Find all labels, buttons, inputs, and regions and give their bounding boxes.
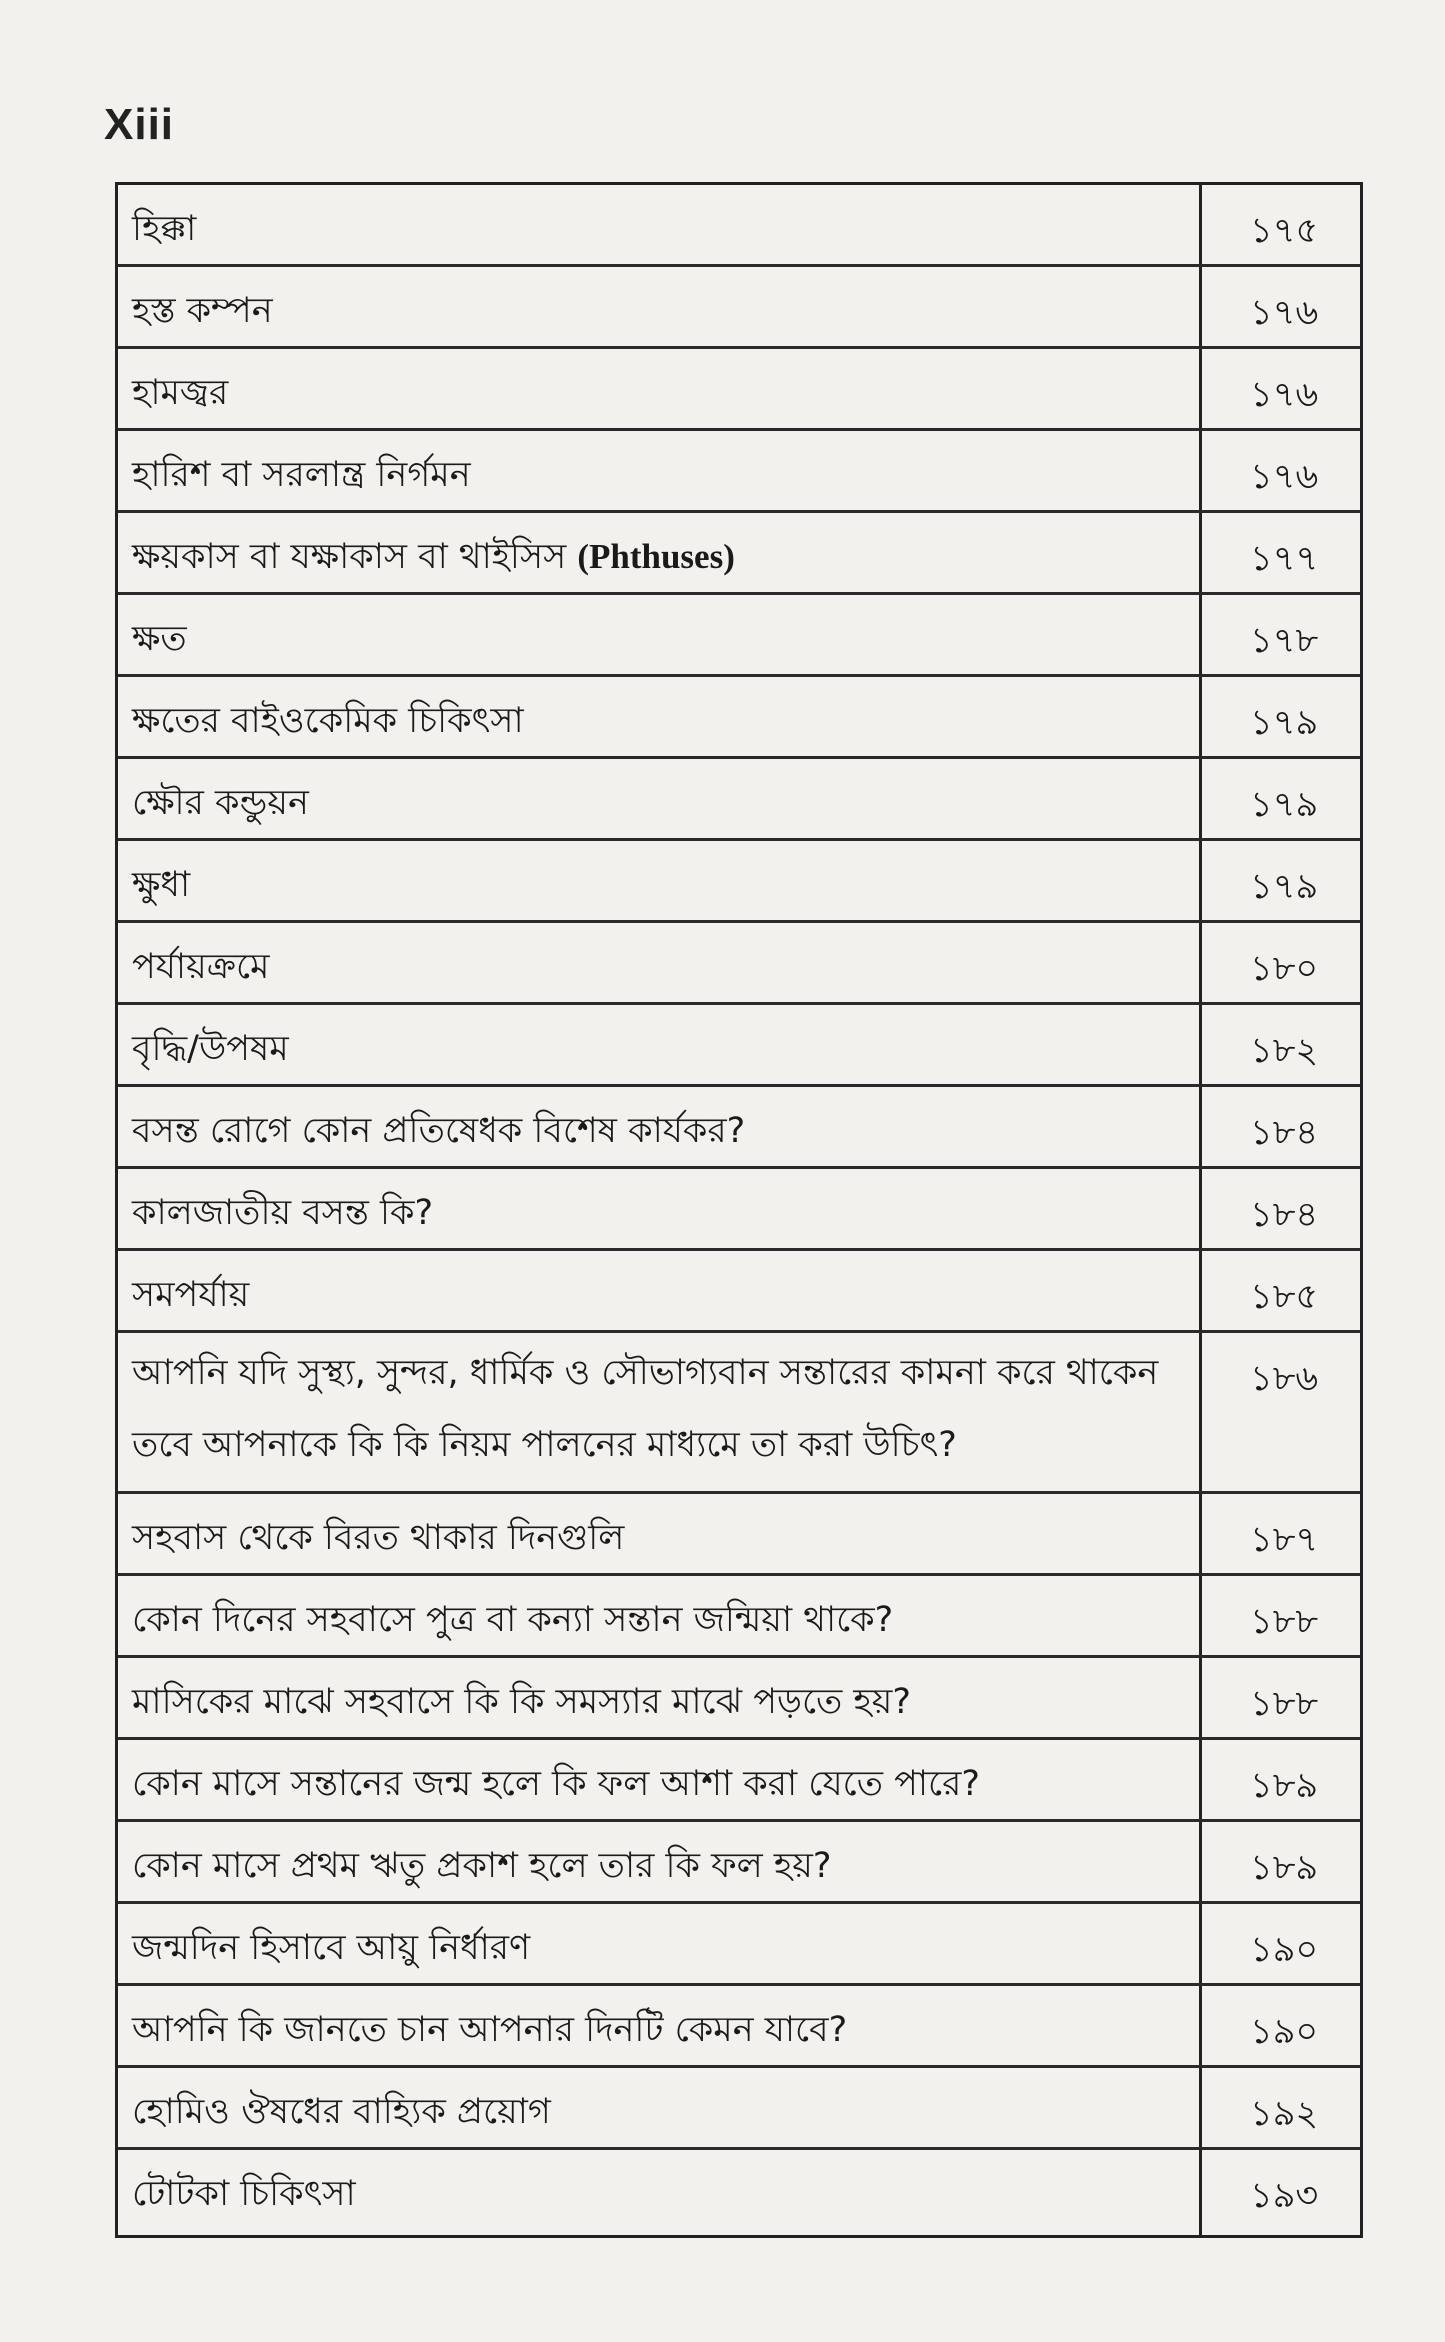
toc-entry-title: ক্ষতের বাইওকেমিক চিকিৎসা [118,677,1202,756]
toc-entry-title: হিক্কা [118,185,1202,264]
toc-entry-title: সমপর্যায় [118,1251,1202,1330]
toc-entry-page: ১৯২ [1250,2094,1319,2134]
toc-entry-title: পর্যায়ক্রমে [118,923,1202,1002]
toc-entry-title: হোমিও ঔষধের বাহ্যিক প্রয়োগ [118,2068,1202,2147]
toc-entry-title: আপনি যদি সুস্থ্য, সুন্দর, ধার্মিক ও সৌভা… [118,1333,1202,1491]
toc-row: ক্ষুধা ১৭৯ [118,841,1360,923]
toc-entry-page: ১৮৪ [1250,1113,1319,1153]
toc-row: আপনি কি জানতে চান আপনার দিনটি কেমন যাবে?… [118,1986,1360,2068]
toc-entry-page: ১৭৮ [1250,621,1319,661]
toc-row: ক্ষতের বাইওকেমিক চিকিৎসা ১৭৯ [118,677,1360,759]
toc-entry-page: ১৭৯ [1250,867,1319,907]
toc-entry-page: ১৮৯ [1250,1766,1319,1806]
toc-row: পর্যায়ক্রমে ১৮০ [118,923,1360,1005]
toc-row: হিক্কা ১৭৫ [118,185,1360,267]
toc-row: টোটকা চিকিৎসা ১৯৩ [118,2150,1360,2235]
toc-row: কোন দিনের সহবাসে পুত্র বা কন্যা সন্তান জ… [118,1576,1360,1658]
toc-row: ক্ষয়কাস বা যক্ষাকাস বা থাইসিস (Phthuses… [118,513,1360,595]
toc-entry-title: হস্ত কম্পন [118,267,1202,346]
toc-entry-title: মাসিকের মাঝে সহবাসে কি কি সমস্যার মাঝে প… [118,1658,1202,1737]
toc-entry-page: ১৭৬ [1250,293,1319,333]
toc-entry-page: ১৮৮ [1250,1684,1319,1724]
toc-row: ক্ষত ১৭৮ [118,595,1360,677]
toc-entry-title: আপনি কি জানতে চান আপনার দিনটি কেমন যাবে? [118,1986,1202,2065]
toc-entry-title: হামজ্বর [118,349,1202,428]
toc-row: কোন মাসে প্রথম ঋতু প্রকাশ হলে তার কি ফল … [118,1822,1360,1904]
toc-entry-page: ১৮২ [1250,1031,1319,1071]
toc-entry-page: ১৯০ [1250,1930,1319,1970]
toc-entry-page: ১৮৮ [1250,1602,1319,1642]
latin-term: (Phthuses) [577,537,735,576]
toc-entry-title: সহবাস থেকে বিরত থাকার দিনগুলি [118,1494,1202,1573]
toc-entry-title: ক্ষৌর কন্ডুয়ন [118,759,1202,838]
toc-row: কোন মাসে সন্তানের জন্ম হলে কি ফল আশা করা… [118,1740,1360,1822]
toc-row: সহবাস থেকে বিরত থাকার দিনগুলি ১৮৭ [118,1494,1360,1576]
toc-entry-title: হারিশ বা সরলান্ত্র নির্গমন [118,431,1202,510]
toc-entry-page: ১৮৪ [1250,1195,1319,1235]
toc-entry-page: ১৮৯ [1250,1848,1319,1888]
toc-entry-page: ১৭৯ [1250,703,1319,743]
toc-row: বৃদ্ধি/উপষম ১৮২ [118,1005,1360,1087]
toc-entry-page: ১৭৬ [1250,375,1319,415]
toc-entry-page: ১৮৭ [1250,1520,1319,1560]
toc-entry-title: কোন মাসে সন্তানের জন্ম হলে কি ফল আশা করা… [118,1740,1202,1819]
toc-row: ক্ষৌর কন্ডুয়ন ১৭৯ [118,759,1360,841]
toc-entry-title: ক্ষুধা [118,841,1202,920]
toc-row: মাসিকের মাঝে সহবাসে কি কি সমস্যার মাঝে প… [118,1658,1360,1740]
toc-entry-page: ১৭৬ [1250,457,1319,497]
toc-entry-title: টোটকা চিকিৎসা [118,2150,1202,2235]
toc-row: সমপর্যায় ১৮৫ [118,1251,1360,1333]
toc-entry-page: ১৯৩ [1250,2176,1319,2216]
toc-row: বসন্ত রোগে কোন প্রতিষেধক বিশেষ কার্যকর? ১… [118,1087,1360,1169]
toc-entry-page: ১৮৫ [1250,1277,1319,1317]
toc-entry-page: ১৯০ [1250,2012,1319,2052]
toc-entry-title: ক্ষত [118,595,1202,674]
toc-entry-title: কোন মাসে প্রথম ঋতু প্রকাশ হলে তার কি ফল … [118,1822,1202,1901]
toc-row: জন্মদিন হিসাবে আয়ু নির্ধারণ ১৯০ [118,1904,1360,1986]
toc-row: হোমিও ঔষধের বাহ্যিক প্রয়োগ ১৯২ [118,2068,1360,2150]
toc-row: কালজাতীয় বসন্ত কি? ১৮৪ [118,1169,1360,1251]
toc-row: হামজ্বর ১৭৬ [118,349,1360,431]
table-of-contents: হিক্কা ১৭৫ হস্ত কম্পন ১৭৬ হামজ্বর ১৭৬ হারিশ বা… [115,182,1363,2238]
toc-entry-title: ক্ষয়কাস বা যক্ষাকাস বা থাইসিস (Phthuses… [118,513,1202,592]
toc-entry-title: জন্মদিন হিসাবে আয়ু নির্ধারণ [118,1904,1202,1983]
toc-entry-title: বৃদ্ধি/উপষম [118,1005,1202,1084]
toc-entry-page: ১৭৯ [1250,785,1319,825]
toc-row: হারিশ বা সরলান্ত্র নির্গমন ১৭৬ [118,431,1360,513]
toc-entry-title: কালজাতীয় বসন্ত কি? [118,1169,1202,1248]
toc-row: আপনি যদি সুস্থ্য, সুন্দর, ধার্মিক ও সৌভা… [118,1333,1360,1494]
toc-entry-page: ১৮০ [1250,949,1319,989]
toc-entry-page: ১৭৫ [1250,211,1319,251]
toc-entry-title: কোন দিনের সহবাসে পুত্র বা কন্যা সন্তান জ… [118,1576,1202,1655]
toc-row: হস্ত কম্পন ১৭৬ [118,267,1360,349]
toc-entry-title: বসন্ত রোগে কোন প্রতিষেধক বিশেষ কার্যকর? [118,1087,1202,1166]
toc-entry-page: ১৮৬ [1250,1359,1319,1399]
toc-entry-page: ১৭৭ [1250,539,1319,579]
page-number: Xiii [104,100,175,149]
